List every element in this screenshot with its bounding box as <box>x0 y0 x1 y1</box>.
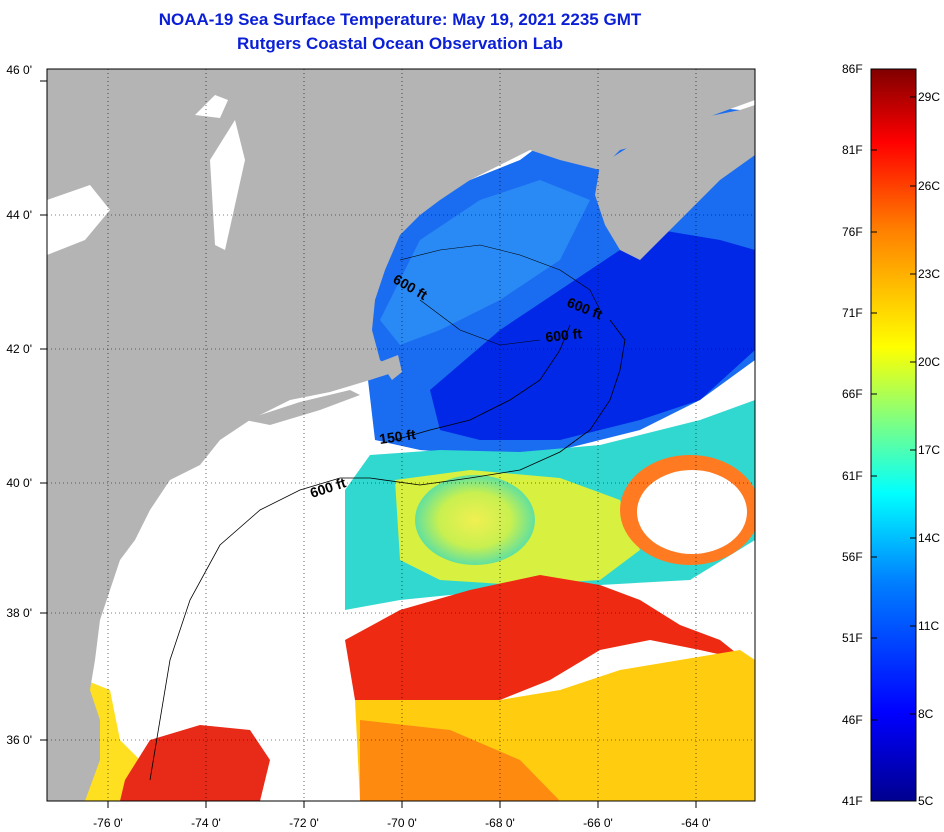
lon-label: -72 0' <box>289 816 319 830</box>
nova-scotia <box>595 105 755 260</box>
lon-label: -66 0' <box>583 816 613 830</box>
colorbar-f-label: 46F <box>842 713 863 727</box>
lat-label: 38 0' <box>6 606 32 620</box>
colorbar-c-label: 14C <box>918 531 940 545</box>
long-island <box>245 390 360 425</box>
lon-label: -68 0' <box>485 816 515 830</box>
sst-gulf-maine <box>380 180 590 345</box>
land-mass <box>47 69 755 801</box>
colorbar-f-label: 86F <box>842 62 863 76</box>
sst-hatteras-red <box>120 725 270 801</box>
lat-label: 44 0' <box>6 208 32 222</box>
map-title: NOAA-19 Sea Surface Temperature: May 19,… <box>158 10 642 29</box>
ring-cloud <box>637 470 747 554</box>
colorbar-c-label: 20C <box>918 355 940 369</box>
colorbar-f-label: 56F <box>842 550 863 564</box>
colorbar-f-label: 71F <box>842 306 863 320</box>
axis-ticks <box>40 80 697 808</box>
isobath-600ft-shelf <box>149 477 370 781</box>
lon-label: -74 0' <box>191 816 221 830</box>
colorbar <box>870 68 917 802</box>
colorbar-f-label: 66F <box>842 387 863 401</box>
isobath-600ft <box>369 319 626 486</box>
contour-label: 150 ft <box>378 426 417 447</box>
colorbar-c-label: 29C <box>918 90 940 104</box>
colorbar-c-label: 17C <box>918 443 940 457</box>
cape-cod <box>380 355 402 380</box>
map-subtitle: Rutgers Coastal Ocean Observation Lab <box>237 34 563 53</box>
lat-label: 36 0' <box>6 733 32 747</box>
colorbar-ticks <box>871 96 916 721</box>
gulf-stream <box>345 575 745 705</box>
colorbar-f-label: 81F <box>842 143 863 157</box>
sst-south-orange <box>360 720 560 801</box>
contour-label: 600 ft <box>545 325 583 345</box>
colorbar-c-label: 5C <box>918 794 934 808</box>
colorbar-c-label: 23C <box>918 267 940 281</box>
colorbar-c-label: 26C <box>918 179 940 193</box>
isobath-150ft <box>394 324 571 441</box>
lat-label: 40 0' <box>6 476 32 490</box>
colorbar-c-label: 8C <box>918 707 934 721</box>
lon-label: -64 0' <box>681 816 711 830</box>
colorbar-f-label: 61F <box>842 469 863 483</box>
lat-label: 46 0' <box>6 63 32 77</box>
lat-label: 42 0' <box>6 342 32 356</box>
cloud-patch <box>47 185 110 255</box>
cloud-patch <box>195 95 228 118</box>
colorbar-f-label: 41F <box>842 794 863 808</box>
cloud-patch <box>210 120 245 250</box>
lon-label: -76 0' <box>93 816 123 830</box>
lon-label: -70 0' <box>387 816 417 830</box>
sst-deep-blue <box>430 230 755 440</box>
colorbar-c-label: 11C <box>918 619 939 633</box>
warm-eddy <box>415 475 535 565</box>
isobath-gulf-maine <box>399 244 601 346</box>
map-frame <box>46 68 756 802</box>
colorbar-f-label: 51F <box>842 631 863 645</box>
colorbar-f-label: 76F <box>842 225 863 239</box>
